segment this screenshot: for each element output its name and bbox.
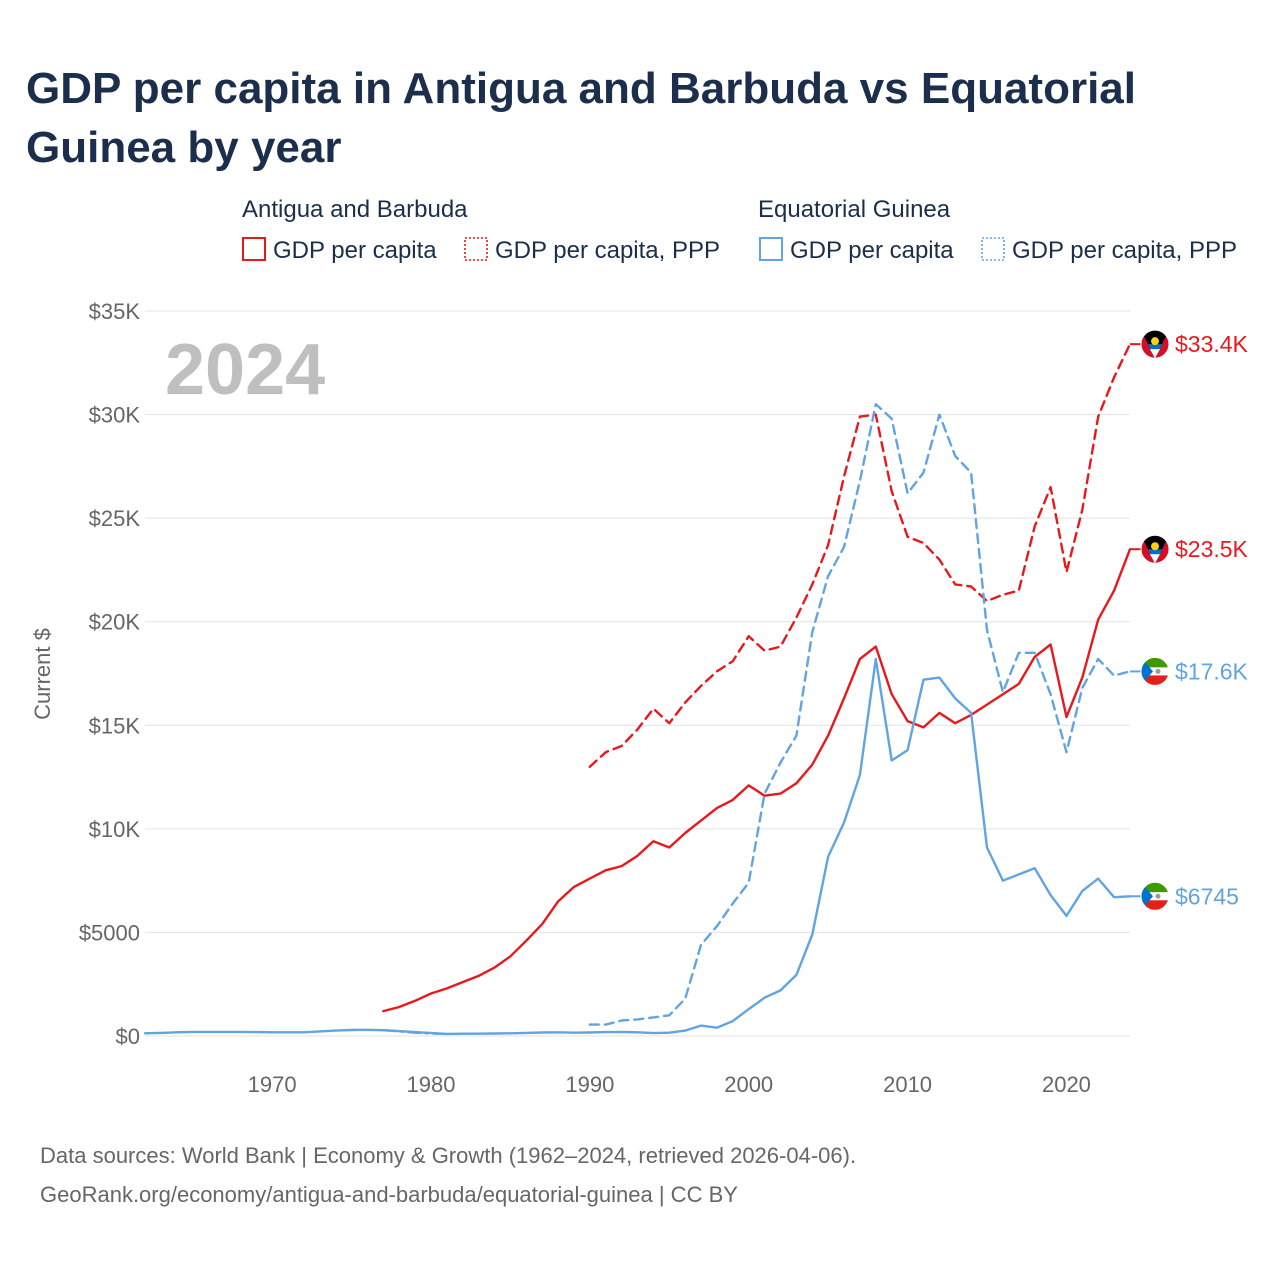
y-tick-label: $0 xyxy=(116,1024,140,1049)
tick-layer: $0 $5000 $10K $15K $20K $25K $30K $35K 1970 1980 1… xyxy=(79,299,1091,1097)
y-tick-label: $20K xyxy=(89,610,141,635)
y-axis-label: Current $ xyxy=(30,628,55,720)
legend-group-equatorial: Equatorial Guinea xyxy=(758,196,951,223)
chart-title-line-2: Guinea by year xyxy=(26,123,341,172)
endpoint-layer: $33.4K $23.5K $17.6K $6745 xyxy=(1130,329,1249,911)
series-line-antigua-solid[interactable] xyxy=(382,548,1132,1013)
legend-label-equatorial-gdp[interactable]: GDP per capita xyxy=(790,237,954,264)
antigua-flag-icon xyxy=(1140,534,1170,564)
antigua-flag-icon xyxy=(1140,329,1170,359)
legend-group-antigua: Antigua and Barbuda xyxy=(242,196,468,223)
series-line-equatorial-dashed[interactable] xyxy=(588,403,1132,1026)
x-tick-label: 1990 xyxy=(565,1072,614,1097)
end-value-label-equatorial_ppp: $17.6K xyxy=(1175,658,1249,684)
series-line-antigua-dashed[interactable] xyxy=(588,342,1132,768)
legend-swatch-antigua-gdp[interactable] xyxy=(242,237,266,261)
legend-swatch-equatorial-ppp[interactable] xyxy=(981,237,1005,261)
end-value-label-antigua_gdp: $23.5K xyxy=(1175,536,1249,562)
x-tick-label: 1970 xyxy=(248,1072,297,1097)
equatorial-guinea-flag-icon xyxy=(1140,656,1170,686)
x-tick-label: 2020 xyxy=(1042,1072,1091,1097)
legend-swatch-equatorial-gdp[interactable] xyxy=(759,237,783,261)
y-tick-label: $25K xyxy=(89,506,141,531)
x-tick-label: 2000 xyxy=(724,1072,773,1097)
y-tick-label: $10K xyxy=(89,817,141,842)
legend-label-antigua-gdp[interactable]: GDP per capita xyxy=(273,237,437,264)
series-line-equatorial-dashdot[interactable] xyxy=(382,1028,449,1036)
series-line-equatorial-solid[interactable] xyxy=(143,657,1132,1036)
legend-label-antigua-ppp[interactable]: GDP per capita, PPP xyxy=(495,237,720,264)
footer-sources: Data sources: World Bank | Economy & Gro… xyxy=(40,1143,856,1168)
legend-swatch-antigua-ppp[interactable] xyxy=(464,237,488,261)
footer-link[interactable]: GeoRank.org/economy/antigua-and-barbuda/… xyxy=(40,1182,738,1207)
y-tick-label: $15K xyxy=(89,713,141,738)
year-watermark: 2024 xyxy=(165,330,325,410)
equatorial-guinea-flag-icon xyxy=(1140,881,1170,911)
grid-layer xyxy=(145,310,1130,1037)
y-tick-label: $35K xyxy=(89,299,141,324)
legend-label-equatorial-ppp[interactable]: GDP per capita, PPP xyxy=(1012,237,1237,264)
y-tick-label: $5000 xyxy=(79,920,140,945)
x-tick-label: 2010 xyxy=(883,1072,932,1097)
x-tick-label: 1980 xyxy=(406,1072,455,1097)
y-tick-label: $30K xyxy=(89,403,141,428)
series-layer xyxy=(143,342,1132,1036)
chart-title-line-1: GDP per capita in Antigua and Barbuda vs… xyxy=(26,64,1136,113)
end-value-label-antigua_ppp: $33.4K xyxy=(1175,331,1249,357)
end-value-label-equatorial_gdp: $6745 xyxy=(1175,883,1239,909)
